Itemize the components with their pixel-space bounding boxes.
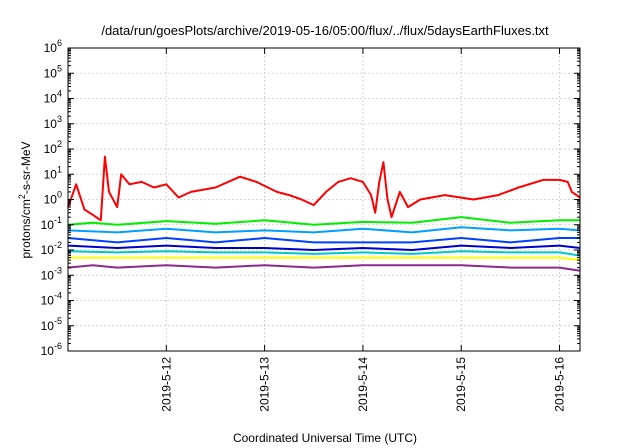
- y-tick-label: 10-4: [41, 291, 62, 308]
- y-tick-label: 10-2: [41, 240, 62, 257]
- x-axis-label: Coordinated Universal Time (UTC): [233, 431, 417, 445]
- x-axis-ticks: 2019-5-12 2019-5-13 2019-5-14 2019-5-15 2019…: [159, 48, 567, 412]
- series-line-2: [67, 216, 580, 226]
- series-lines: [67, 155, 581, 272]
- x-tick-label: 2019-5-13: [258, 357, 272, 412]
- x-tick-label: 2019-5-15: [454, 357, 468, 412]
- y-axis-ticks: 10-6 10-5 10-4 10-3 10-2 10-1 100 101 102 103 104 1…: [41, 38, 580, 358]
- x-tick-label: 2019-5-12: [159, 357, 173, 412]
- y-tick-label: 104: [44, 89, 62, 106]
- x-tick-label: 2019-5-16: [553, 357, 567, 412]
- y-tick-label: 10-5: [41, 316, 62, 333]
- x-tick-label: 2019-5-14: [356, 357, 370, 412]
- series-line-4: [67, 237, 580, 244]
- series-line-3: [67, 226, 581, 234]
- y-tick-label: 10-3: [41, 265, 62, 282]
- series-line-7: [68, 256, 581, 261]
- y-tick-label: 103: [44, 114, 62, 131]
- y-tick-label: 100: [44, 190, 62, 207]
- series-line-6: [67, 250, 581, 257]
- series-line-8: [67, 264, 581, 272]
- series-line-1: [67, 155, 581, 222]
- chart-title: /data/run/goesPlots/archive/2019-05-16/0…: [101, 23, 549, 38]
- y-tick-label: 106: [44, 38, 62, 55]
- series-line-5: [67, 244, 581, 251]
- y-axis-label: protons/cm2-s-sr-MeV: [17, 141, 33, 258]
- grid-lines: [68, 48, 580, 351]
- y-tick-label: 105: [44, 63, 62, 80]
- y-tick-label: 10-1: [41, 215, 62, 232]
- y-tick-label: 10-6: [41, 341, 62, 358]
- y-tick-label: 101: [44, 164, 62, 181]
- y-tick-label: 102: [44, 139, 62, 156]
